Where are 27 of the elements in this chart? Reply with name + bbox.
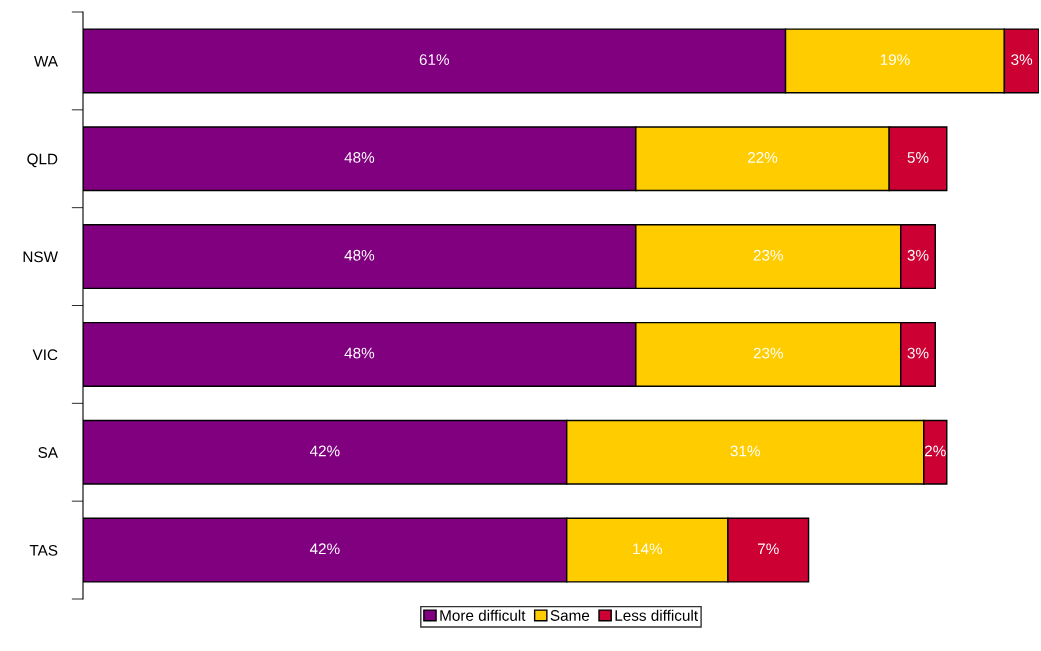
data-label: 48% [344, 249, 375, 261]
data-label: 14% [633, 543, 663, 555]
data-label: 3% [907, 347, 929, 359]
data-label: 19% [880, 54, 910, 66]
data-label: 31% [730, 445, 760, 457]
y-tick-label: NSW [23, 251, 58, 263]
data-label: 42% [309, 543, 340, 555]
data-label: 48% [344, 152, 375, 163]
data-label: 42% [309, 445, 340, 457]
data-label: 7% [758, 543, 779, 555]
y-tick-label: WA [34, 55, 58, 67]
legend-label: More difficult [440, 609, 526, 621]
data-label: 22% [747, 152, 778, 163]
data-label: 3% [1011, 54, 1033, 66]
data-label: 61% [419, 54, 450, 66]
data-label: 23% [753, 347, 784, 359]
y-tick-label: QLD [27, 153, 58, 168]
data-label: 48% [344, 347, 375, 359]
data-label: 5% [907, 152, 929, 163]
y-tick-label: VIC [32, 349, 58, 361]
y-tick-label: TAS [29, 544, 58, 556]
y-tick-label: SA [38, 447, 58, 458]
legend-label: Less difficult [615, 609, 698, 621]
data-label: 3% [907, 249, 929, 261]
legend-label: Same [550, 610, 590, 621]
data-label: 2% [924, 445, 946, 457]
data-label: 23% [753, 249, 784, 261]
